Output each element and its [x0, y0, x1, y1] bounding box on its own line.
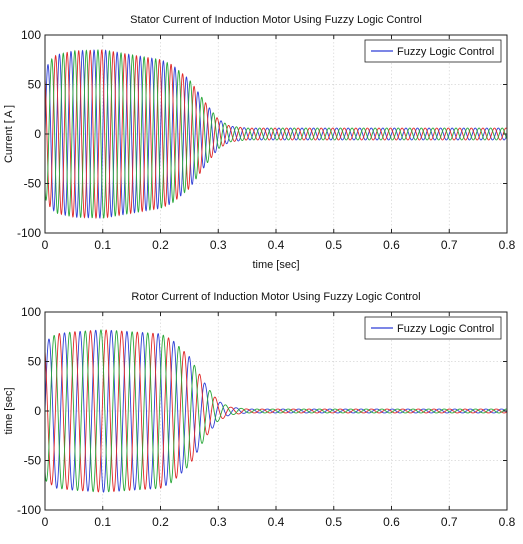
chart2-x-tick-label: 0.6 — [383, 515, 400, 529]
chart2-series-line-1 — [45, 329, 507, 493]
chart2-group: 0 0.1 0.2 0.3 0.4 0.5 0.6 0.7 0.8 100 50 0 -50 -100 Ro… — [3, 291, 516, 529]
chart2-x-tick-label: 0.2 — [152, 515, 169, 529]
chart2-series-line-2 — [45, 329, 507, 493]
chart1-x-tick-label: 0.2 — [152, 238, 169, 252]
chart2-y-tick-label: 100 — [21, 305, 41, 319]
chart1-legend: Fuzzy Logic Control — [364, 39, 502, 63]
chart2-legend: Fuzzy Logic Control — [364, 316, 502, 340]
chart1-y-tick-label: 0 — [34, 127, 41, 141]
chart1-x-tick-label: 0.4 — [268, 238, 285, 252]
chart2-x-tick-label: 0 — [42, 515, 49, 529]
chart2-legend-box — [364, 316, 502, 340]
chart1-x-tick-label: 0 — [42, 238, 49, 252]
chart2-y-tick-label: 50 — [28, 355, 42, 369]
chart1-series-line-1 — [45, 49, 507, 219]
chart1-x-tick-label: 0.1 — [94, 238, 111, 252]
chart1-legend-box — [364, 39, 502, 63]
chart1-y-tick-label: 50 — [28, 78, 42, 92]
chart2-y-tick-label: -50 — [24, 454, 42, 468]
chart2-series-line-3 — [45, 329, 507, 493]
chart1-x-axis-label: time [sec] — [252, 259, 299, 271]
chart1-x-tick-label: 0.6 — [383, 238, 400, 252]
chart1-legend-label: Fuzzy Logic Control — [397, 46, 494, 58]
chart1-series-line-3 — [45, 48, 507, 219]
chart1-y-tick-label: 100 — [21, 28, 41, 42]
chart1-x-tick-label: 0.3 — [210, 238, 227, 252]
chart1-series-line-2 — [45, 49, 507, 219]
chart2-x-tick-label: 0.5 — [325, 515, 342, 529]
chart2-series-group — [45, 329, 507, 493]
chart1-series-group — [45, 48, 507, 219]
chart2-y-tick-label: 0 — [34, 404, 41, 418]
chart1-x-tick-label: 0.8 — [499, 238, 516, 252]
chart1-title: Stator Current of Induction Motor Using … — [130, 14, 422, 26]
chart2-x-tick-label: 0.7 — [441, 515, 458, 529]
chart1-y-axis-label: Current [ A ] — [3, 105, 15, 163]
chart2-x-tick-label: 0.4 — [268, 515, 285, 529]
chart2-title: Rotor Current of Induction Motor Using F… — [131, 291, 420, 303]
chart2-x-tick-label: 0.3 — [210, 515, 227, 529]
chart1-x-tick-label: 0.7 — [441, 238, 458, 252]
chart2-y-axis-label: time [sec] — [3, 387, 15, 434]
chart2-x-tick-label: 0.1 — [94, 515, 111, 529]
chart2-legend-label: Fuzzy Logic Control — [397, 323, 494, 335]
chart2-y-tick-label: -100 — [17, 503, 41, 517]
chart2-x-tick-label: 0.8 — [499, 515, 516, 529]
chart1-group: 0 0.1 0.2 0.3 0.4 0.5 0.6 0.7 0.8 100 50 0 -50 -100 St… — [3, 14, 516, 271]
chart1-y-tick-label: -100 — [17, 226, 41, 240]
chart1-x-tick-label: 0.5 — [325, 238, 342, 252]
chart1-y-tick-label: -50 — [24, 177, 42, 191]
